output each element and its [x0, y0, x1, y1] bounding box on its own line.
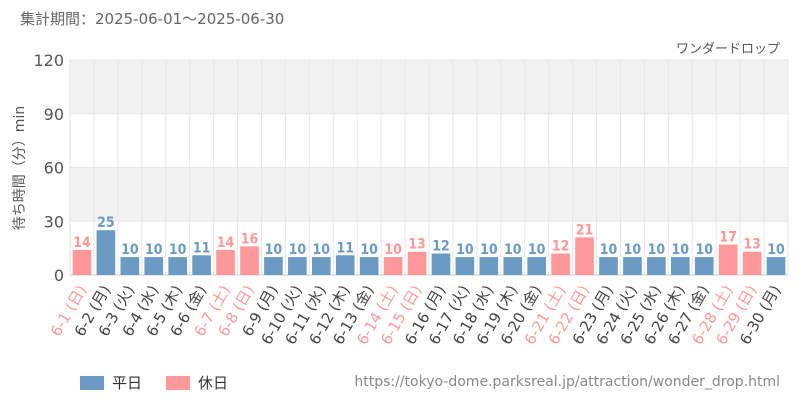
bar	[288, 257, 307, 275]
bar-value-label: 12	[432, 239, 450, 255]
y-tick-label: 120	[33, 51, 64, 70]
bar-value-label: 10	[169, 242, 187, 258]
bar-value-label: 10	[360, 242, 378, 258]
bar-value-label: 10	[504, 242, 522, 258]
bar	[623, 257, 642, 275]
bar	[431, 253, 451, 275]
chart-grid	[69, 59, 789, 276]
bar	[766, 257, 786, 275]
bar-value-label: 10	[480, 242, 498, 258]
bar-value-label: 17	[719, 230, 737, 246]
bar	[383, 257, 403, 275]
bar	[503, 257, 523, 275]
bar	[670, 257, 690, 275]
bar	[144, 257, 164, 275]
y-tick-label: 30	[44, 212, 64, 231]
y-tick-label: 0	[54, 266, 64, 285]
bar	[742, 251, 762, 275]
bar-value-label: 25	[97, 215, 115, 231]
chart-bars: 14 25 10 10 10 11 14 16 10 10 10 11 10 10 13 12 10 10 10 10…	[72, 215, 786, 275]
y-tick-label: 60	[44, 159, 64, 178]
bar	[575, 237, 594, 275]
bar	[479, 257, 499, 275]
legend-holiday: 休日	[166, 372, 228, 393]
legend-weekday-label: 平日	[112, 374, 143, 392]
y-axis-ticks: 0 30 60 90 120	[33, 51, 64, 285]
bar	[335, 255, 355, 275]
holiday-swatch	[166, 375, 191, 390]
bar	[311, 257, 331, 275]
bar-value-label: 10	[767, 242, 785, 258]
bar-value-label: 10	[265, 242, 283, 258]
bar	[647, 257, 666, 275]
bar	[455, 257, 475, 275]
period-title: 集計期間：2025-06-01～2025-06-30	[20, 10, 285, 28]
bar-value-label: 16	[241, 231, 259, 247]
bar-value-label: 14	[217, 235, 235, 251]
legend-weekday: 平日	[80, 372, 142, 393]
bar	[192, 255, 211, 275]
bar	[264, 257, 283, 275]
bar-value-label: 21	[576, 222, 594, 238]
bar-value-label: 12	[552, 239, 570, 255]
bar	[599, 257, 618, 275]
attraction-name: ワンダードロップ	[675, 42, 780, 57]
bar-value-label: 13	[408, 237, 426, 253]
bar-value-label: 13	[743, 237, 761, 253]
bar-value-label: 10	[528, 242, 546, 258]
bar-value-label: 10	[289, 242, 307, 258]
bar	[718, 244, 738, 275]
y-axis-label: 待ち時間（分）min	[12, 106, 28, 230]
weekday-swatch	[80, 375, 104, 390]
bar	[359, 257, 379, 275]
x-axis-ticks: 6-1 (日)6-2 (月)6-3 (火)6-4 (水)6-5 (木)6-6 (…	[47, 282, 785, 348]
bar	[240, 246, 259, 275]
bar-value-label: 10	[648, 242, 666, 258]
legend: 平日 休日	[80, 372, 252, 393]
bar	[527, 257, 547, 275]
bar	[168, 257, 188, 275]
bar-value-label: 14	[73, 235, 91, 251]
bar	[96, 230, 116, 275]
bar	[551, 253, 570, 275]
bar-value-label: 10	[600, 242, 618, 258]
y-tick-label: 90	[44, 105, 64, 124]
source-url: https://tokyo-dome.parksreal.jp/attracti…	[354, 374, 780, 390]
bar	[694, 257, 714, 275]
bar-value-label: 10	[695, 242, 713, 258]
bar	[120, 257, 140, 275]
bar-value-label: 10	[313, 242, 331, 258]
bar-value-label: 10	[624, 242, 642, 258]
bar-value-label: 11	[193, 240, 211, 256]
bar	[407, 251, 427, 275]
legend-holiday-label: 休日	[198, 374, 229, 392]
bar-value-label: 10	[456, 242, 474, 258]
bar-value-label: 11	[336, 240, 354, 256]
bar-value-label: 10	[384, 242, 402, 258]
bar-value-label: 10	[145, 242, 163, 258]
bar-value-label: 10	[121, 242, 139, 258]
bar	[216, 249, 235, 275]
bar-value-label: 10	[672, 242, 690, 258]
bar	[72, 249, 92, 275]
